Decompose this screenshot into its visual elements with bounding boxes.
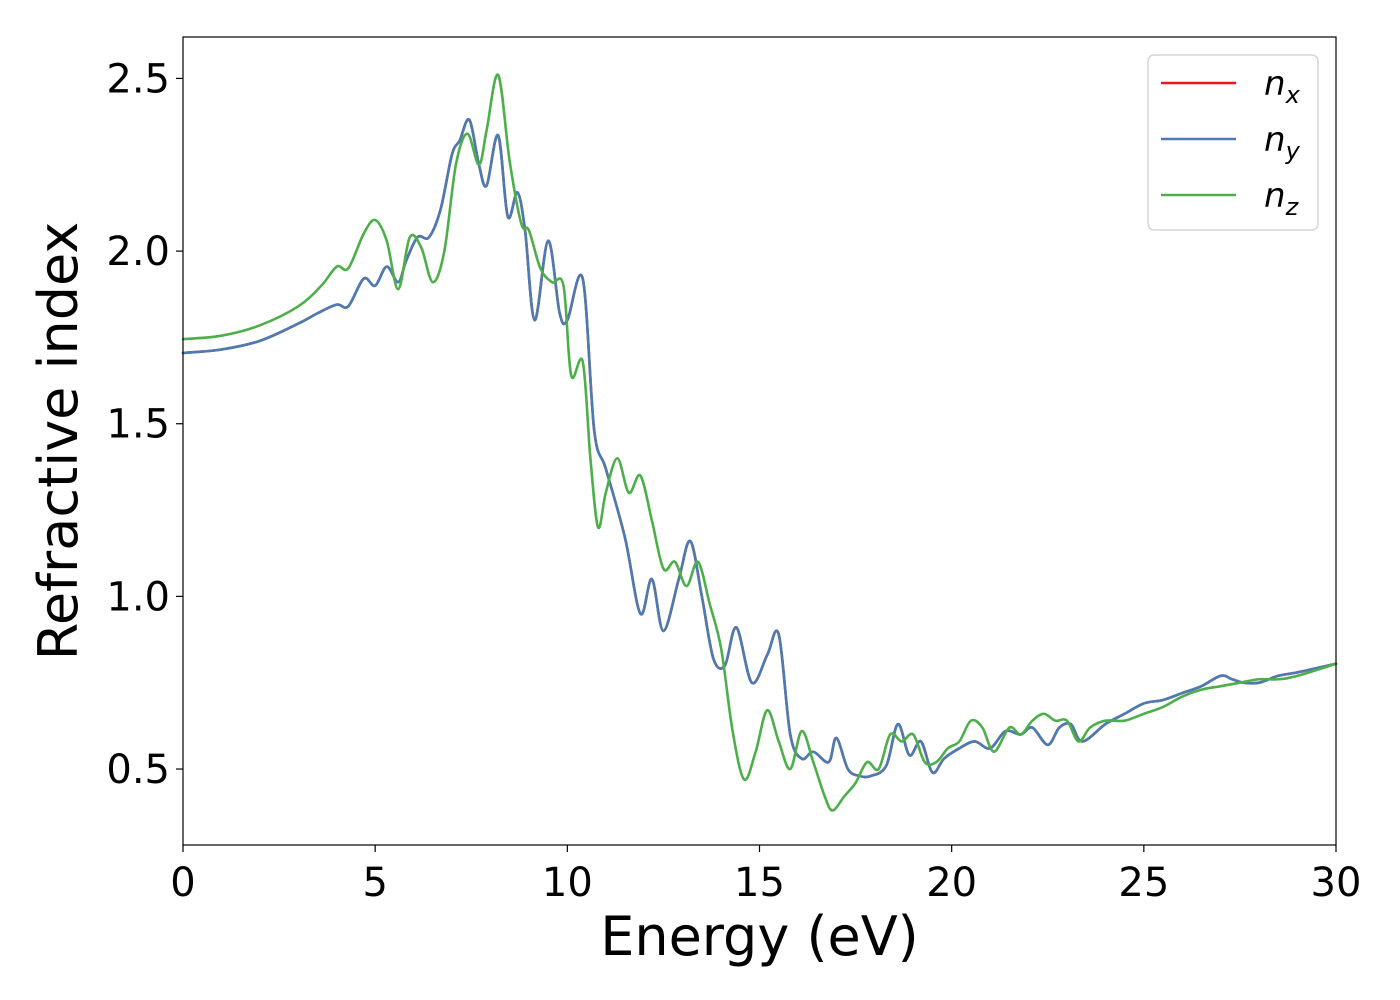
x-tick-label: 10 bbox=[542, 860, 593, 906]
x-axis-title: Energy (eV) bbox=[600, 905, 919, 968]
legend-label-base: n bbox=[1264, 176, 1286, 216]
legend-label-base: n bbox=[1264, 120, 1286, 160]
legend-label-subscript: x bbox=[1285, 81, 1301, 109]
legend-label-nz: nz bbox=[1264, 176, 1300, 221]
y-tick-label: 1.0 bbox=[106, 574, 170, 620]
legend-label-ny: ny bbox=[1264, 120, 1301, 165]
x-axis-ticks: 0 5 10 15 20 25 30 bbox=[170, 845, 1361, 906]
y-tick-label: 1.5 bbox=[106, 402, 170, 448]
x-tick-label: 20 bbox=[926, 860, 977, 906]
y-axis-ticks: 0.5 1.0 1.5 2.0 2.5 bbox=[106, 56, 183, 793]
x-tick-label: 0 bbox=[170, 860, 195, 906]
x-tick-label: 5 bbox=[362, 860, 387, 906]
legend-label-base: n bbox=[1264, 64, 1286, 104]
y-axis-title: Refractive index bbox=[27, 222, 90, 661]
legend-label-subscript: y bbox=[1285, 137, 1301, 165]
series-layer bbox=[181, 73, 1338, 812]
y-tick-label: 0.5 bbox=[106, 747, 170, 793]
x-tick-label: 15 bbox=[734, 860, 785, 906]
series-line-nz bbox=[181, 73, 1338, 812]
series-line-ny bbox=[181, 118, 1338, 779]
y-tick-label: 2.5 bbox=[106, 56, 170, 102]
x-tick-label: 30 bbox=[1311, 860, 1362, 906]
y-tick-label: 2.0 bbox=[106, 229, 170, 275]
legend-label-nx: nx bbox=[1264, 64, 1301, 109]
legend-box bbox=[1147, 54, 1319, 231]
plot-area bbox=[183, 37, 1336, 845]
x-tick-label: 25 bbox=[1118, 860, 1169, 906]
legend-label-subscript: z bbox=[1285, 193, 1300, 221]
